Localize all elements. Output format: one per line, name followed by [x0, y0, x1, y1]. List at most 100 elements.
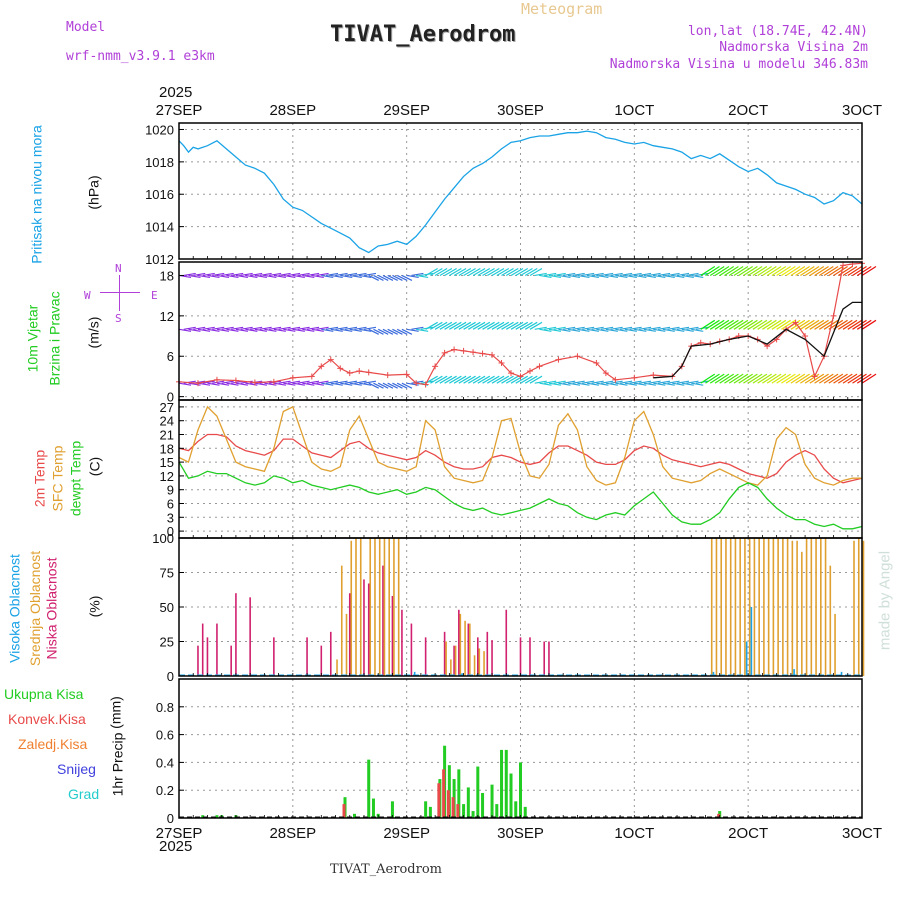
wind-barb — [700, 265, 716, 276]
wind-barb — [335, 272, 348, 277]
wind-barb — [430, 321, 443, 330]
wind-barb — [624, 382, 637, 386]
wind-barb — [672, 382, 685, 386]
wind-barb — [529, 321, 543, 330]
wind-barb — [620, 380, 633, 384]
wind-barb — [344, 380, 358, 384]
wind-barb — [852, 319, 867, 330]
wind-barb — [269, 326, 282, 330]
precip-legend-total: Ukupna Kisa — [4, 686, 84, 702]
wind-barb — [563, 380, 576, 384]
wind-barb — [306, 272, 320, 277]
wind-barb — [624, 328, 637, 332]
wind-barb — [757, 319, 772, 330]
wind-barb — [188, 328, 201, 332]
y-tick-label: 0.8 — [156, 700, 174, 715]
wind-barb — [449, 267, 462, 276]
temp-2m-line — [178, 433, 863, 484]
wind-barb — [250, 326, 263, 330]
wind-barb — [396, 382, 408, 389]
wind-barb — [273, 274, 286, 279]
wind-barb — [539, 382, 552, 386]
wind-barb — [847, 265, 863, 276]
wind-barb — [226, 328, 239, 332]
wind-barb — [728, 373, 744, 384]
wind-barb — [577, 274, 590, 279]
wind-barb — [596, 274, 609, 279]
wind-barb — [401, 382, 413, 389]
precip-bar-total — [514, 801, 518, 818]
wind-barb — [515, 375, 529, 384]
wind-barb — [178, 382, 192, 386]
wind-barb — [548, 274, 562, 279]
wind-barb — [520, 267, 533, 276]
wind-barb — [491, 267, 505, 276]
wind-barb — [254, 382, 267, 386]
top-day-label: 28SEP — [269, 102, 316, 119]
precip-bar-total — [371, 798, 375, 818]
wind-barb — [387, 274, 398, 282]
wind-barb — [847, 373, 863, 384]
wind-barb — [373, 382, 384, 389]
wind-barb — [752, 265, 768, 276]
wind-barb — [287, 272, 301, 277]
wind-barb — [534, 380, 547, 384]
precip-bar-conv — [437, 783, 441, 818]
wind-barb — [316, 326, 329, 330]
wind-barb — [762, 319, 777, 330]
y-tick-label: 6 — [167, 349, 174, 364]
precip-bar-total — [495, 804, 499, 818]
wind-barb — [278, 380, 291, 384]
wind-barb — [501, 375, 514, 384]
wind-barb — [662, 328, 675, 332]
wind-barb — [856, 373, 872, 384]
wind-barb — [193, 326, 206, 330]
wind-barb — [781, 373, 796, 384]
y-tick-label: 1012 — [145, 252, 174, 267]
precip-legend-conv: Konvek.Kisa — [8, 711, 86, 727]
wind-barb — [434, 267, 448, 276]
wind-barb — [368, 274, 379, 282]
wind-barb — [449, 321, 462, 330]
wind-barb — [648, 380, 661, 384]
wind-barb — [387, 328, 398, 335]
wind-barb — [368, 328, 379, 335]
precip-legend-frozen: Zaledj.Kisa — [18, 736, 88, 752]
wind-barb — [486, 321, 500, 330]
wind-barb — [852, 373, 867, 384]
wind-barb — [766, 265, 782, 276]
wind-barb — [724, 265, 739, 276]
top-day-label: 29SEP — [383, 102, 430, 119]
y-tick-label: 15 — [160, 455, 174, 470]
wind-barb — [795, 373, 810, 384]
wind-barb — [340, 274, 353, 279]
wind-barb — [425, 321, 438, 330]
wind-barb — [235, 274, 249, 279]
wind-barb — [572, 380, 585, 384]
y-tick-label: 9 — [167, 483, 174, 498]
wind-barb — [691, 274, 704, 279]
wind-barb — [425, 375, 438, 384]
y-tick-label: 50 — [160, 600, 174, 615]
wind-barb — [795, 319, 810, 330]
precip-bar-total — [519, 762, 522, 818]
wind-barb — [615, 328, 628, 332]
wind-barb — [534, 326, 547, 330]
wind-barb — [529, 267, 543, 276]
wind-barb — [601, 272, 614, 277]
top-day-label: 27SEP — [156, 102, 203, 119]
precip-bar-total — [504, 749, 508, 818]
wind-barb — [833, 265, 848, 276]
wind-barb — [709, 373, 725, 384]
wind-barb — [259, 272, 272, 277]
wind-compass-e: E — [151, 289, 158, 302]
wind-barb — [453, 321, 467, 330]
wind-barb — [747, 373, 763, 384]
wind-barb — [563, 326, 576, 330]
wind-barb — [245, 382, 258, 386]
wind-barb — [396, 328, 408, 335]
wind-barb — [216, 382, 230, 386]
wind-barb — [250, 272, 263, 277]
wind-barb — [302, 328, 315, 332]
top-day-label: 1OCT — [614, 102, 654, 119]
